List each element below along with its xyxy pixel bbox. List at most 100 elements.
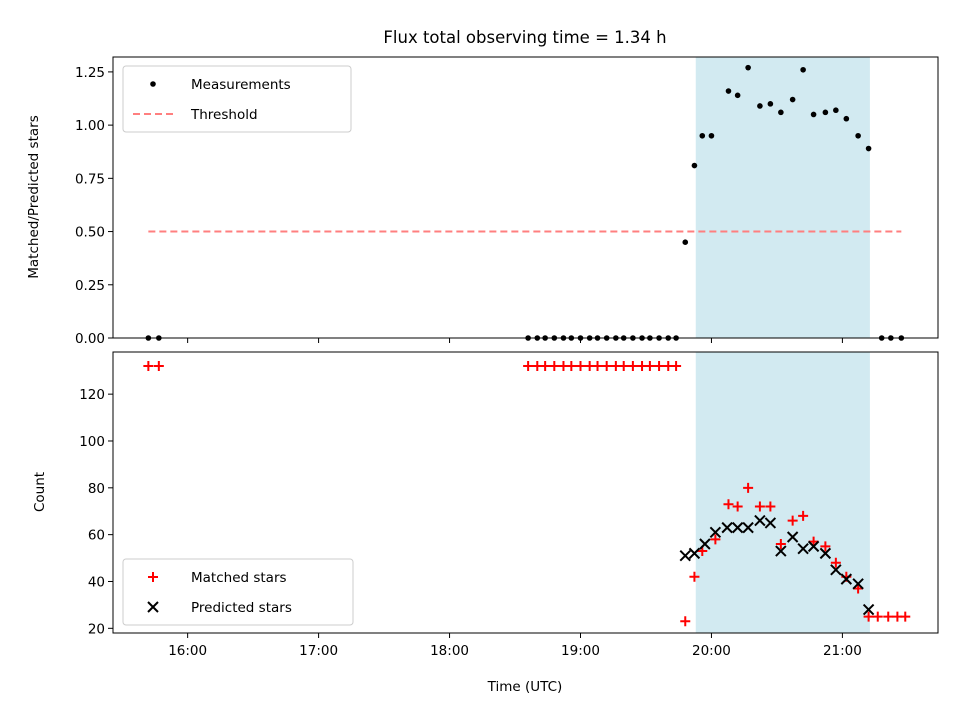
matched-star-point — [592, 361, 603, 372]
measurement-point — [708, 132, 715, 139]
matched-star-point — [798, 510, 809, 521]
y-tick-label: 120 — [79, 387, 105, 403]
matched-star-point — [754, 501, 765, 512]
measurement-point — [855, 132, 861, 139]
measurement-point — [778, 109, 784, 116]
x-tick-label: 18:00 — [430, 643, 469, 659]
predicted-star-point — [742, 521, 754, 534]
y-tick-label: 0.00 — [75, 331, 105, 347]
measurement-point — [745, 64, 751, 71]
legend-label: Predicted stars — [191, 600, 292, 616]
x-tick-label: 21:00 — [823, 643, 862, 659]
legend-label: Threshold — [190, 107, 258, 123]
predicted-star-point — [852, 578, 864, 590]
top-y-axis-label: Matched/Predicted stars — [26, 115, 42, 278]
matched-star-point — [872, 611, 883, 622]
matched-star-point — [671, 361, 682, 372]
predicted-star-point — [797, 542, 809, 555]
matched-star-point — [743, 482, 754, 493]
measurement-point — [822, 109, 829, 116]
x-tick-label: 16:00 — [168, 643, 207, 659]
matched-star-point — [765, 501, 776, 512]
predicted-star-point — [807, 540, 820, 553]
plot-frame — [112, 351, 939, 634]
matched-star-point — [723, 499, 734, 510]
matched-star-point — [644, 361, 655, 372]
predicted-star-point — [840, 573, 853, 585]
x-tick-label: 20:00 — [692, 643, 731, 659]
y-tick-label: 100 — [79, 434, 105, 450]
matched-star-point — [787, 515, 798, 526]
predicted-star-point — [830, 564, 842, 576]
chart-title: Flux total observing time = 1.34 h — [383, 28, 666, 47]
predicted-star-point — [764, 517, 777, 529]
matched-star-point — [680, 616, 691, 627]
matched-star-point — [900, 611, 911, 622]
matched-star-point — [830, 557, 841, 568]
top-plot: 0.00 0.25 0.50 0.75 1.00 1.25 Measurements Thre… — [75, 56, 939, 347]
matched-star-point — [540, 361, 551, 372]
x-tick-label: 19:00 — [561, 643, 600, 659]
legend-box — [122, 558, 354, 626]
legend-marker-matched — [148, 572, 158, 582]
legend-label: Matched stars — [191, 570, 287, 586]
y-tick-label: 40 — [88, 574, 105, 590]
plot-frame — [112, 56, 939, 339]
predicted-star-point — [679, 550, 691, 562]
measurement-point — [725, 88, 732, 94]
measurement-point — [734, 92, 741, 99]
matched-star-point — [883, 611, 894, 622]
legend-box — [122, 65, 352, 133]
bottom-plot: 20 40 60 80 100 120 16:00 17:00 18:00 19:00 20:00 2… — [79, 351, 939, 659]
matched-star-point — [549, 361, 560, 372]
measurement-point — [682, 239, 689, 246]
matched-star-point — [575, 361, 586, 372]
x-axis-label: Time (UTC) — [487, 679, 563, 695]
matched-star-point — [601, 361, 612, 372]
measurement-point — [767, 101, 774, 107]
bottom-y-axis-label: Count — [32, 472, 48, 512]
matched-star-point — [566, 361, 577, 372]
y-tick-label: 0.25 — [75, 278, 105, 294]
predicted-star-point — [731, 521, 744, 534]
legend-label: Measurements — [191, 77, 291, 93]
y-tick-label: 60 — [88, 528, 105, 544]
matched-star-point — [627, 361, 638, 372]
matched-star-point — [863, 611, 874, 622]
measurement-point — [833, 107, 839, 114]
matched-star-point — [689, 571, 700, 582]
predicted-star-point — [688, 547, 701, 560]
y-tick-label: 1.00 — [75, 118, 105, 134]
measurement-point — [699, 132, 706, 139]
measurement-point — [757, 103, 763, 109]
legend-marker-predicted — [147, 601, 159, 613]
y-tick-label: 1.25 — [75, 65, 105, 81]
matched-star-point — [710, 534, 721, 545]
predicted-star-point — [699, 538, 711, 550]
matched-star-point — [732, 501, 743, 512]
observing-window-shading — [695, 352, 870, 633]
measurement-point — [843, 115, 850, 122]
predicted-star-point — [709, 526, 722, 539]
y-tick-label: 0.50 — [75, 225, 105, 241]
matched-star-point — [820, 541, 831, 552]
y-tick-label: 0.75 — [75, 171, 105, 187]
matched-star-point — [153, 361, 164, 372]
measurement-point — [789, 96, 796, 103]
predicted-star-point — [721, 521, 733, 534]
measurement-point — [865, 145, 872, 152]
measurement-point — [691, 162, 698, 169]
matched-star-point — [654, 361, 665, 372]
legend: Matched stars Predicted stars — [122, 558, 354, 626]
legend-marker-measurements — [150, 81, 156, 87]
predicted-star-point — [775, 545, 787, 557]
observing-window-shading — [695, 57, 870, 338]
measurement-point — [810, 111, 817, 118]
y-tick-label: 80 — [88, 481, 105, 497]
predicted-star-point — [819, 547, 832, 560]
y-tick-label: 20 — [88, 621, 105, 637]
matched-star-point — [775, 539, 786, 550]
predicted-star-point — [754, 514, 766, 527]
matched-star-point — [618, 361, 629, 372]
